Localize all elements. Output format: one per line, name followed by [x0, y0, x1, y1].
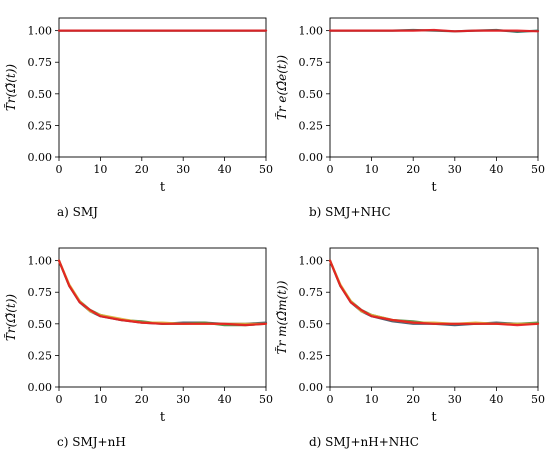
x-tick-label: 10 — [365, 163, 379, 176]
y-axis-label: T̃r(Ω̃(t)) — [3, 294, 18, 342]
x-tick-label: 40 — [218, 163, 232, 176]
x-tick-label: 10 — [93, 163, 107, 176]
x-tick-label: 20 — [135, 393, 149, 406]
subplot-4: 0 10 20 30 40 50 0.00 0.25 0.50 0.75 1.00 t T̃r m(Ω̃… — [274, 247, 545, 449]
y-tick-label: 0.75 — [28, 286, 53, 299]
y-tick-label: 1.00 — [299, 255, 324, 268]
series-line-4 — [57, 259, 268, 327]
x-tick-label: 50 — [531, 163, 545, 176]
x-tick-label: 40 — [218, 393, 232, 406]
y-tick-label: 1.00 — [28, 255, 53, 268]
x-tick-label: 30 — [448, 163, 462, 176]
x-tick-label: 50 — [259, 163, 273, 176]
x-tick-label: 20 — [406, 393, 420, 406]
series-line-2 — [328, 28, 540, 33]
y-tick-label: 0.75 — [299, 56, 324, 69]
subplot-caption: c) SMJ+nH — [57, 435, 126, 449]
plot-frame — [329, 247, 539, 388]
x-tick-label: 20 — [135, 163, 149, 176]
y-tick-label: 0.50 — [299, 88, 324, 101]
y-tick-label: 0.25 — [28, 349, 53, 362]
subplot-2: 0 10 20 30 40 50 0.00 0.25 0.50 0.75 1.00 t T̃r e(Ω̃… — [274, 17, 545, 219]
y-tick-label: 0.50 — [28, 318, 53, 331]
y-tick-label: 0.25 — [299, 349, 324, 362]
x-axis-label: t — [160, 180, 166, 195]
x-tick-label: 40 — [489, 393, 503, 406]
y-axis-label: T̃r e(Ω̃e(t)) — [274, 55, 289, 121]
subplot-3: 0 10 20 30 40 50 0.00 0.25 0.50 0.75 1.00 t T̃r(Ω̃(t… — [3, 247, 273, 449]
x-tick-label: 30 — [176, 163, 190, 176]
y-tick-label: 1.00 — [28, 25, 53, 38]
subplot-1: 0 10 20 30 40 50 0.00 0.25 0.50 0.75 1.00 t T̃r(Ω̃(t… — [3, 17, 273, 219]
subplot-caption: b) SMJ+NHC — [309, 205, 391, 219]
y-tick-label: 0.00 — [28, 151, 53, 164]
y-tick-label: 0.00 — [28, 381, 53, 394]
y-tick-label: 0.50 — [28, 88, 53, 101]
x-axis-label: t — [160, 410, 166, 425]
x-axis-label: t — [431, 410, 437, 425]
y-axis-label: T̃r m(Ω̃m(t)) — [274, 280, 289, 354]
y-axis-label: T̃r(Ω̃(t)) — [3, 64, 18, 112]
x-tick-label: 40 — [489, 163, 503, 176]
x-tick-label: 10 — [365, 393, 379, 406]
x-tick-label: 50 — [259, 393, 273, 406]
x-tick-label: 0 — [327, 163, 334, 176]
x-tick-label: 30 — [176, 393, 190, 406]
plot-frame — [329, 17, 539, 158]
x-tick-label: 30 — [448, 393, 462, 406]
series-line-4 — [328, 259, 540, 327]
y-tick-label: 0.25 — [28, 119, 53, 132]
y-tick-label: 0.50 — [299, 318, 324, 331]
y-tick-label: 1.00 — [299, 25, 324, 38]
x-tick-label: 10 — [93, 393, 107, 406]
y-tick-label: 0.25 — [299, 119, 324, 132]
subplot-caption: a) SMJ — [57, 205, 98, 219]
y-tick-label: 0.00 — [299, 381, 324, 394]
x-tick-label: 0 — [327, 393, 334, 406]
y-tick-label: 0.00 — [299, 151, 324, 164]
y-tick-label: 0.75 — [299, 286, 324, 299]
plot-frame — [58, 247, 267, 388]
y-tick-label: 0.75 — [28, 56, 53, 69]
x-tick-label: 20 — [406, 163, 420, 176]
plot-frame — [58, 17, 267, 158]
subplot-caption: d) SMJ+nH+NHC — [309, 435, 419, 449]
x-tick-label: 50 — [531, 393, 545, 406]
x-axis-label: t — [431, 180, 437, 195]
x-tick-label: 0 — [56, 393, 63, 406]
x-tick-label: 0 — [56, 163, 63, 176]
